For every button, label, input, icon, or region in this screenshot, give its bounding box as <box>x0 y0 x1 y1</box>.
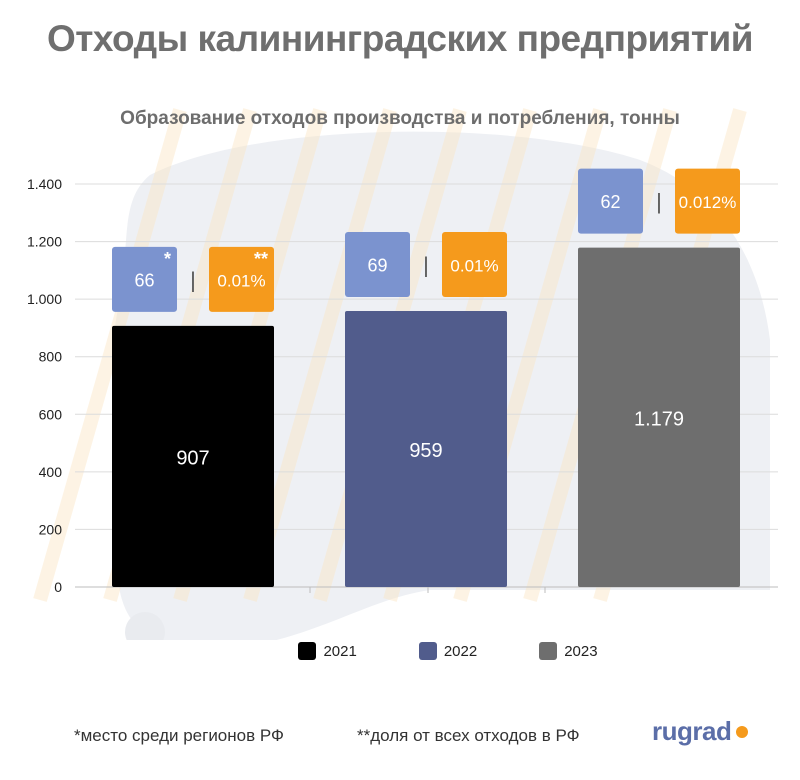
footnote-rank: *место среди регионов РФ <box>74 726 284 745</box>
bar-value-label: 959 <box>409 440 442 462</box>
y-tick-label: 800 <box>39 349 63 365</box>
legend-swatch-2021 <box>298 642 317 660</box>
annotation-separator: | <box>423 252 429 277</box>
legend-label-2022: 2022 <box>443 642 478 660</box>
brand-logo: rugrad <box>652 716 749 747</box>
legend-item-2022: 2022 <box>418 642 478 660</box>
share-value: 0.01% <box>217 271 265 290</box>
y-tick-label: 1.200 <box>27 234 62 250</box>
annotation-separator: | <box>656 189 662 214</box>
chart-annotations: 66 * | 0.01% ** 69 | 0.01% 62 | 0.012% <box>112 168 740 312</box>
share-value: 0.012% <box>679 193 737 212</box>
rank-value: 62 <box>600 192 620 212</box>
rank-value: 66 <box>134 270 154 290</box>
bar-2022 <box>345 310 507 587</box>
rank-footnote-mark: * <box>164 249 171 269</box>
y-tick-label: 600 <box>39 406 63 422</box>
share-box <box>442 231 507 297</box>
bar-value-label: 907 <box>176 447 209 469</box>
annotation-separator: | <box>190 267 196 292</box>
chart-title: Образование отходов производства и потре… <box>120 108 680 129</box>
y-tick-label: 1.000 <box>27 291 62 307</box>
rank-box <box>112 246 177 312</box>
chart-legend: 2021 2022 2023 <box>0 642 800 660</box>
bar-2021 <box>112 325 274 587</box>
rank-box <box>578 168 643 234</box>
legend-item-2023: 2023 <box>539 642 598 660</box>
share-box <box>209 246 274 312</box>
brand-dot-icon <box>736 726 749 738</box>
share-box <box>675 168 740 234</box>
y-tick-label: 0 <box>54 579 62 595</box>
rank-box <box>345 231 410 297</box>
rank-value: 69 <box>367 255 387 275</box>
background-circle <box>125 612 165 640</box>
waste-bar-chart: 0 200 400 600 800 1.000 1.200 1.400 907 959 1.179… <box>27 108 778 640</box>
share-value: 0.01% <box>450 256 498 275</box>
legend-item-2021: 2021 <box>298 642 357 660</box>
chart-bars: 907 959 1.179 <box>112 247 740 587</box>
legend-label-2023: 2023 <box>564 642 598 660</box>
footnote-share: **доля от всех отходов в РФ <box>357 726 580 745</box>
brand-name: rugrad <box>652 716 732 746</box>
legend-swatch-2023 <box>539 642 558 660</box>
legend-label-2021: 2021 <box>323 642 357 660</box>
y-axis-tick-labels: 0 200 400 600 800 1.000 1.200 1.400 <box>27 176 62 595</box>
bar-value-label: 1.179 <box>634 408 684 430</box>
y-tick-label: 1.400 <box>27 176 62 192</box>
y-tick-label: 400 <box>39 464 63 480</box>
y-tick-label: 200 <box>39 521 63 537</box>
bar-2023 <box>578 247 740 587</box>
legend-swatch-2022 <box>418 642 437 660</box>
page-title: Отходы калининградских предприятий <box>46 18 754 59</box>
share-footnote-mark: ** <box>254 249 268 269</box>
background-stripe <box>33 108 187 602</box>
